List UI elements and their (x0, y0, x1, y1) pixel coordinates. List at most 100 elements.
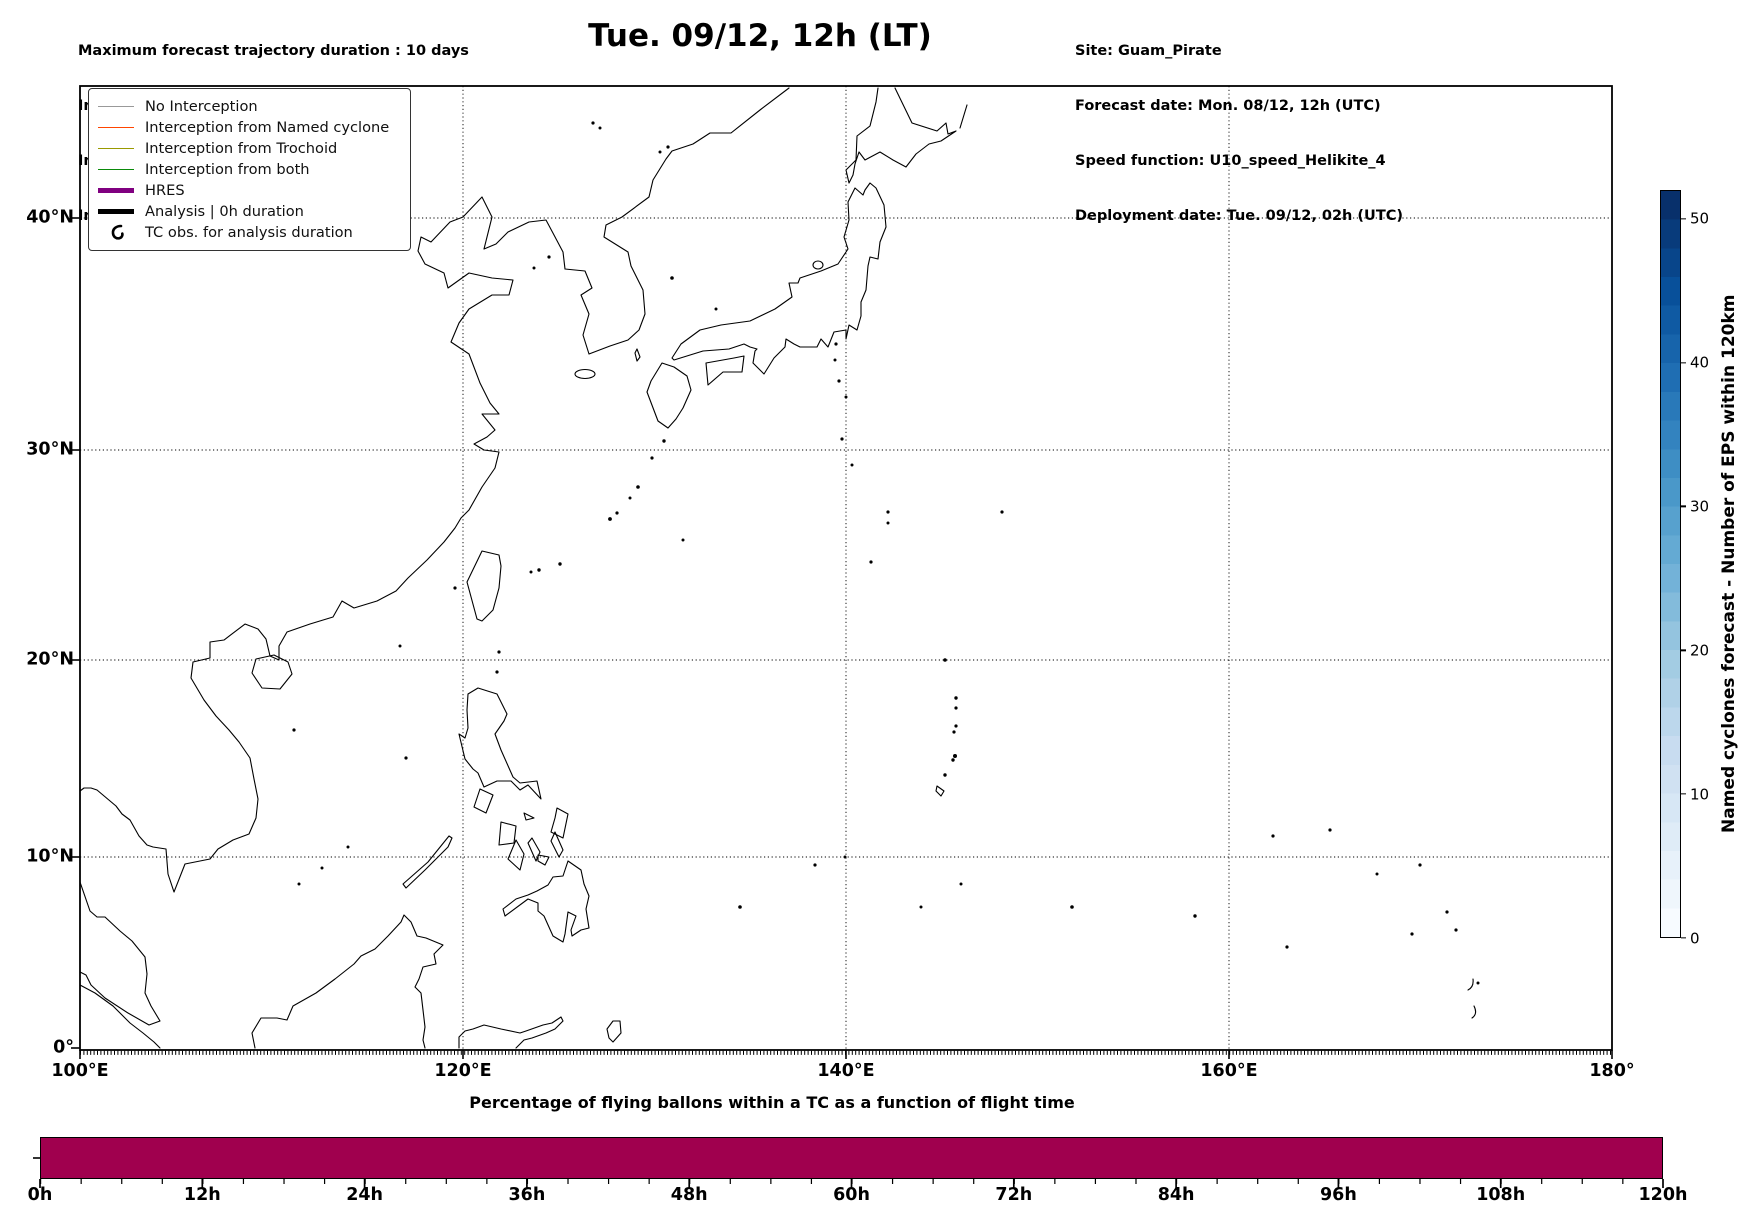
timeline-tick-label: 72h (995, 1185, 1033, 1205)
coastline-shikoku (705, 355, 745, 386)
legend-item-label: Analysis | 0h duration (145, 203, 304, 220)
map-y-tick-label: 0° (53, 1037, 74, 1058)
info-line: Speed function: U10_speed_Helikite_4 (1075, 153, 1386, 170)
coastline-gilbert-islands (1467, 978, 1477, 1019)
map-y-tick-label: 40°N (26, 207, 74, 228)
coastline-borneo (251, 914, 444, 1049)
map-axes (71, 85, 1613, 1059)
legend-line-swatch (98, 126, 134, 129)
legend-item: Interception from Trochoid (98, 138, 402, 159)
colorbar-tick-label: 10 (1690, 785, 1710, 804)
coastline-hainan (251, 654, 293, 690)
coastline-palawan (402, 835, 453, 889)
colorbar-tick: 0 (1681, 929, 1700, 947)
legend-item-label: Interception from Named cyclone (145, 119, 390, 136)
map-y-tick-label: 20°N (26, 649, 74, 670)
coastline-kunashiri (959, 104, 968, 129)
map-x-tick-label: 180° (1589, 1061, 1635, 1081)
coastline-sulawesi (458, 1016, 564, 1049)
coastline-mainland-asia (79, 87, 790, 893)
y-axis-major-ticks (71, 217, 80, 1049)
coastlines (79, 87, 1477, 1049)
cyclone-icon (98, 224, 134, 242)
coastline-masbate (523, 812, 535, 821)
legend-line-swatch (98, 147, 134, 150)
timeline-tick-label: 0h (27, 1185, 53, 1205)
legend-line (98, 188, 134, 193)
coastline-hokkaido (845, 87, 957, 184)
island-specks (292, 121, 1480, 985)
map-x-tick-label: 120°E (434, 1061, 492, 1081)
coastline-bohol (537, 854, 550, 866)
coastline-luzon (458, 687, 542, 800)
legend-line-swatch (98, 188, 134, 193)
coastline-honshu (671, 182, 887, 375)
map-y-ticklabels: 40°N 30°N 20°N 10°N 0° (0, 0, 74, 1213)
legend-line-swatch (98, 209, 134, 214)
legend-line (98, 147, 134, 150)
timeline-axis (33, 1157, 1664, 1188)
coastline-sado (812, 260, 824, 270)
legend-item: TC obs. for analysis duration (98, 222, 402, 243)
bottom-chart-title: Percentage of flying ballons within a TC… (469, 1093, 1075, 1112)
map-y-tick-label: 30°N (26, 439, 74, 460)
info-line: Deployment date: Tue. 09/12, 02h (UTC) (1075, 208, 1403, 225)
coastline-mindoro (473, 788, 494, 814)
header-info-right: Site: Guam_Pirate Forecast date: Mon. 08… (1075, 5, 1403, 263)
colorbar-tick-label: 30 (1690, 497, 1710, 516)
timeline-tick-label: 48h (670, 1185, 708, 1205)
colorbar-tick-label: 20 (1690, 641, 1710, 660)
colorbar-tick: 20 (1681, 641, 1709, 659)
timeline-tick-label: 84h (1157, 1185, 1195, 1205)
legend-item: Interception from both (98, 159, 402, 180)
info-line: Forecast date: Mon. 08/12, 12h (UTC) (1075, 98, 1381, 115)
legend-line (98, 209, 134, 214)
coastline-cebu (527, 837, 541, 862)
coastline-jeju (574, 368, 596, 380)
legend-line (98, 126, 134, 129)
info-line: Site: Guam_Pirate (1075, 42, 1222, 59)
coastline-sumatra (79, 984, 161, 1049)
colorbar-gradient (1660, 190, 1681, 938)
coastline-guam (935, 785, 945, 797)
legend-item-label: HRES (145, 182, 185, 199)
map-legend: No Interception Interception from Named c… (88, 88, 411, 251)
timeline-major-ticks (39, 1179, 1664, 1188)
colorbar-tick-label: 40 (1690, 353, 1710, 372)
timeline-bar (40, 1137, 1663, 1179)
legend-item: Interception from Named cyclone (98, 117, 402, 138)
map-x-tick-label: 140°E (817, 1061, 875, 1081)
timeline-tick-label: 12h (183, 1185, 221, 1205)
coastline-taiwan (466, 550, 502, 622)
legend-item-label: No Interception (145, 98, 258, 115)
legend-item-label: Interception from Trochoid (145, 140, 338, 157)
colorbar-tick: 10 (1681, 785, 1709, 803)
timeline-tick-label: 60h (833, 1185, 870, 1205)
page-title: Tue. 09/12, 12h (LT) (588, 18, 932, 54)
colorbar-label: Named cyclones forecast - Number of EPS … (1719, 294, 1739, 834)
legend-item-label: TC obs. for analysis duration (145, 224, 353, 241)
timeline-tick-label: 96h (1319, 1185, 1357, 1205)
coastline-tsushima (634, 348, 641, 362)
legend-line (98, 168, 134, 171)
coastline-samar (550, 807, 569, 839)
coastline-negros (507, 839, 525, 871)
colorbar-tick: 50 (1681, 210, 1709, 228)
legend-item: HRES (98, 180, 402, 201)
colorbar-tick-label: 50 (1690, 209, 1710, 228)
map-x-tick-label: 160°E (1200, 1061, 1258, 1081)
map-x-ticklabels: 100°E 120°E 140°E 160°E 180° (0, 1061, 1748, 1087)
legend-item: No Interception (98, 96, 402, 117)
legend-item: Analysis | 0h duration (98, 201, 402, 222)
info-line: Maximum forecast trajectory duration : 1… (78, 42, 469, 59)
timeline-tick-label: 24h (346, 1185, 383, 1205)
timeline-ticklabels: 0h 12h 24h 36h 48h 60h 72h 84h 96h 108h 120h (0, 1185, 1748, 1211)
map-x-tick-label: 100°E (51, 1061, 109, 1081)
colorbar-ticks: 0 10 20 30 40 50 (1660, 190, 1709, 947)
timeline-tick-label: 120h (1638, 1185, 1688, 1205)
map-y-tick-label: 10°N (26, 846, 74, 867)
coastline-mindanao (502, 860, 590, 943)
legend-line-swatch (98, 168, 134, 171)
legend-list: No Interception Interception from Named c… (98, 96, 402, 243)
colorbar-tick: 30 (1681, 497, 1709, 515)
